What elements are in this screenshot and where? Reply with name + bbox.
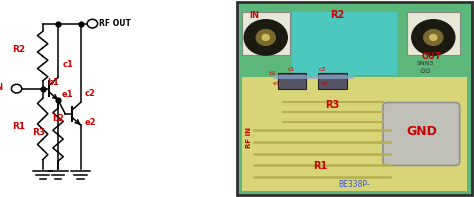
Bar	[278, 73, 306, 89]
Bar	[292, 12, 397, 75]
Text: IN: IN	[249, 11, 259, 20]
Text: e2: e2	[84, 118, 96, 127]
Circle shape	[430, 34, 437, 40]
Bar	[273, 75, 354, 79]
Text: RF IN: RF IN	[246, 127, 252, 148]
Text: c2: c2	[319, 67, 326, 72]
FancyBboxPatch shape	[237, 2, 472, 195]
Text: b2: b2	[52, 114, 64, 123]
Text: R3: R3	[326, 100, 340, 110]
Text: RF OUT: RF OUT	[99, 19, 131, 28]
Bar	[242, 77, 467, 191]
Text: c2: c2	[84, 89, 95, 98]
Text: b1: b1	[268, 71, 276, 76]
Text: RF IN: RF IN	[0, 83, 3, 92]
Circle shape	[256, 30, 275, 45]
FancyBboxPatch shape	[383, 102, 460, 165]
Bar	[242, 12, 290, 55]
Circle shape	[244, 20, 287, 55]
Circle shape	[262, 34, 269, 40]
Text: e1: e1	[62, 90, 73, 99]
Circle shape	[412, 20, 455, 55]
Text: OUT: OUT	[421, 52, 441, 61]
Text: R1: R1	[314, 161, 328, 171]
Text: b1: b1	[47, 78, 59, 87]
Text: R2: R2	[12, 45, 26, 54]
Text: R2: R2	[330, 10, 345, 20]
Text: R3: R3	[33, 128, 46, 137]
Text: BE338P-: BE338P-	[338, 180, 370, 189]
Text: e1: e1	[273, 81, 281, 86]
Text: SNN3: SNN3	[417, 61, 434, 66]
Bar	[319, 73, 347, 89]
Text: e2: e2	[321, 81, 328, 86]
Bar	[407, 12, 460, 55]
Text: c1: c1	[63, 60, 73, 69]
Text: R1: R1	[12, 122, 26, 131]
Text: c1: c1	[287, 67, 295, 72]
Text: GND: GND	[406, 125, 437, 138]
Text: ⊙⊙: ⊙⊙	[419, 68, 431, 74]
Circle shape	[424, 30, 443, 45]
